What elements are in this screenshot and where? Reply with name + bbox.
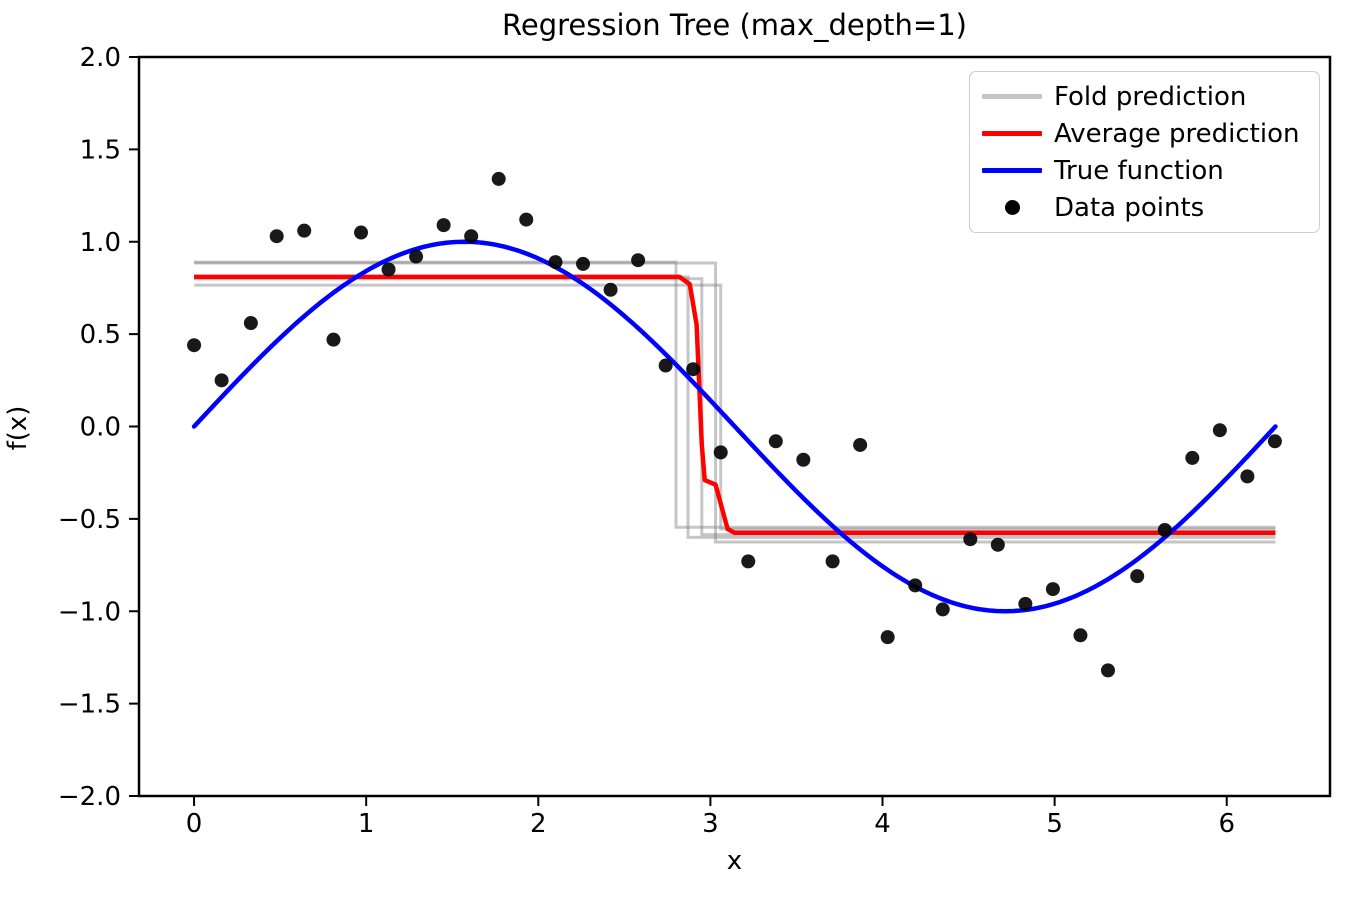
data-point: [381, 262, 396, 277]
legend-item-data-points: Data points: [970, 189, 1319, 226]
axes-spines: [137, 55, 1332, 798]
y-tick-label: 1.5: [80, 135, 121, 165]
fold-prediction-line: [194, 275, 1276, 539]
data-point: [548, 255, 563, 270]
x-tick-label: 5: [1046, 809, 1063, 839]
data-point: [908, 578, 923, 593]
data-point: [990, 537, 1005, 552]
legend-label: Data points: [1054, 192, 1205, 223]
data-point: [631, 253, 646, 268]
data-point: [963, 532, 978, 547]
fold-prediction-line: [194, 260, 1276, 529]
data-point: [1267, 434, 1282, 449]
y-tick-label: −1.5: [58, 690, 121, 720]
data-point: [576, 256, 591, 271]
y-tick-label: −0.5: [58, 505, 121, 535]
legend-label: Average prediction: [1054, 118, 1300, 149]
fold-prediction-line: [194, 277, 1276, 537]
data-point: [853, 437, 868, 452]
fold-prediction-line: [194, 283, 1276, 531]
data-points-marker-icon: [970, 200, 1054, 215]
x-tick-label: 6: [1218, 809, 1235, 839]
data-point: [880, 630, 895, 645]
data-point: [1157, 522, 1172, 537]
x-tick-label: 3: [702, 809, 719, 839]
data-point: [825, 554, 840, 569]
data-point: [686, 362, 701, 377]
fold-prediction-line: [194, 261, 1276, 544]
legend-item-average-prediction: Average prediction: [970, 115, 1319, 152]
data-point: [409, 249, 424, 264]
data-point: [269, 229, 284, 244]
x-axis-label: x: [726, 846, 743, 876]
data-point: [741, 554, 756, 569]
data-point: [1073, 628, 1088, 643]
data-point: [464, 229, 479, 244]
data-point: [436, 218, 451, 233]
data-point: [768, 434, 783, 449]
y-tick-label: −2.0: [58, 782, 121, 812]
true-function-line: [191, 239, 1278, 614]
fold-prediction-line-icon: [970, 94, 1054, 99]
legend: Fold prediction Average prediction True …: [969, 71, 1320, 233]
data-point: [1185, 450, 1200, 465]
data-point: [297, 223, 312, 238]
data-point: [1100, 663, 1115, 678]
data-point: [354, 225, 369, 240]
x-tick-label: 4: [874, 809, 891, 839]
data-point: [1130, 569, 1145, 584]
data-point: [1240, 469, 1255, 484]
data-point: [658, 358, 673, 373]
data-point: [491, 171, 506, 186]
data-point: [1018, 596, 1033, 611]
x-tick-label: 2: [530, 809, 547, 839]
x-tick-label: 1: [358, 809, 375, 839]
data-point: [214, 373, 229, 388]
data-point: [796, 452, 811, 467]
data-point: [935, 602, 950, 617]
y-tick-label: 1.0: [80, 228, 121, 258]
legend-label: Fold prediction: [1054, 81, 1247, 112]
chart-title: Regression Tree (max_depth=1): [502, 8, 967, 42]
data-point: [187, 338, 202, 353]
data-point: [326, 332, 341, 347]
average-prediction-line: [194, 274, 1276, 535]
data-point: [603, 282, 618, 297]
data-point: [1045, 582, 1060, 597]
average-prediction-line-icon: [970, 131, 1054, 136]
data-point: [1212, 423, 1227, 438]
legend-label: True function: [1054, 155, 1224, 186]
y-tick-label: 0.0: [80, 413, 121, 443]
legend-item-fold-prediction: Fold prediction: [970, 78, 1319, 115]
legend-item-true-function: True function: [970, 152, 1319, 189]
y-tick-label: −1.0: [58, 597, 121, 627]
data-point: [519, 212, 534, 227]
true-function-line-icon: [970, 168, 1054, 173]
data-point: [713, 445, 728, 460]
y-axis-label: f(x): [3, 405, 33, 451]
y-tick-label: 0.5: [80, 320, 121, 350]
x-tick-label: 0: [186, 809, 203, 839]
data-point: [243, 316, 258, 331]
y-tick-label: 2.0: [80, 43, 121, 73]
